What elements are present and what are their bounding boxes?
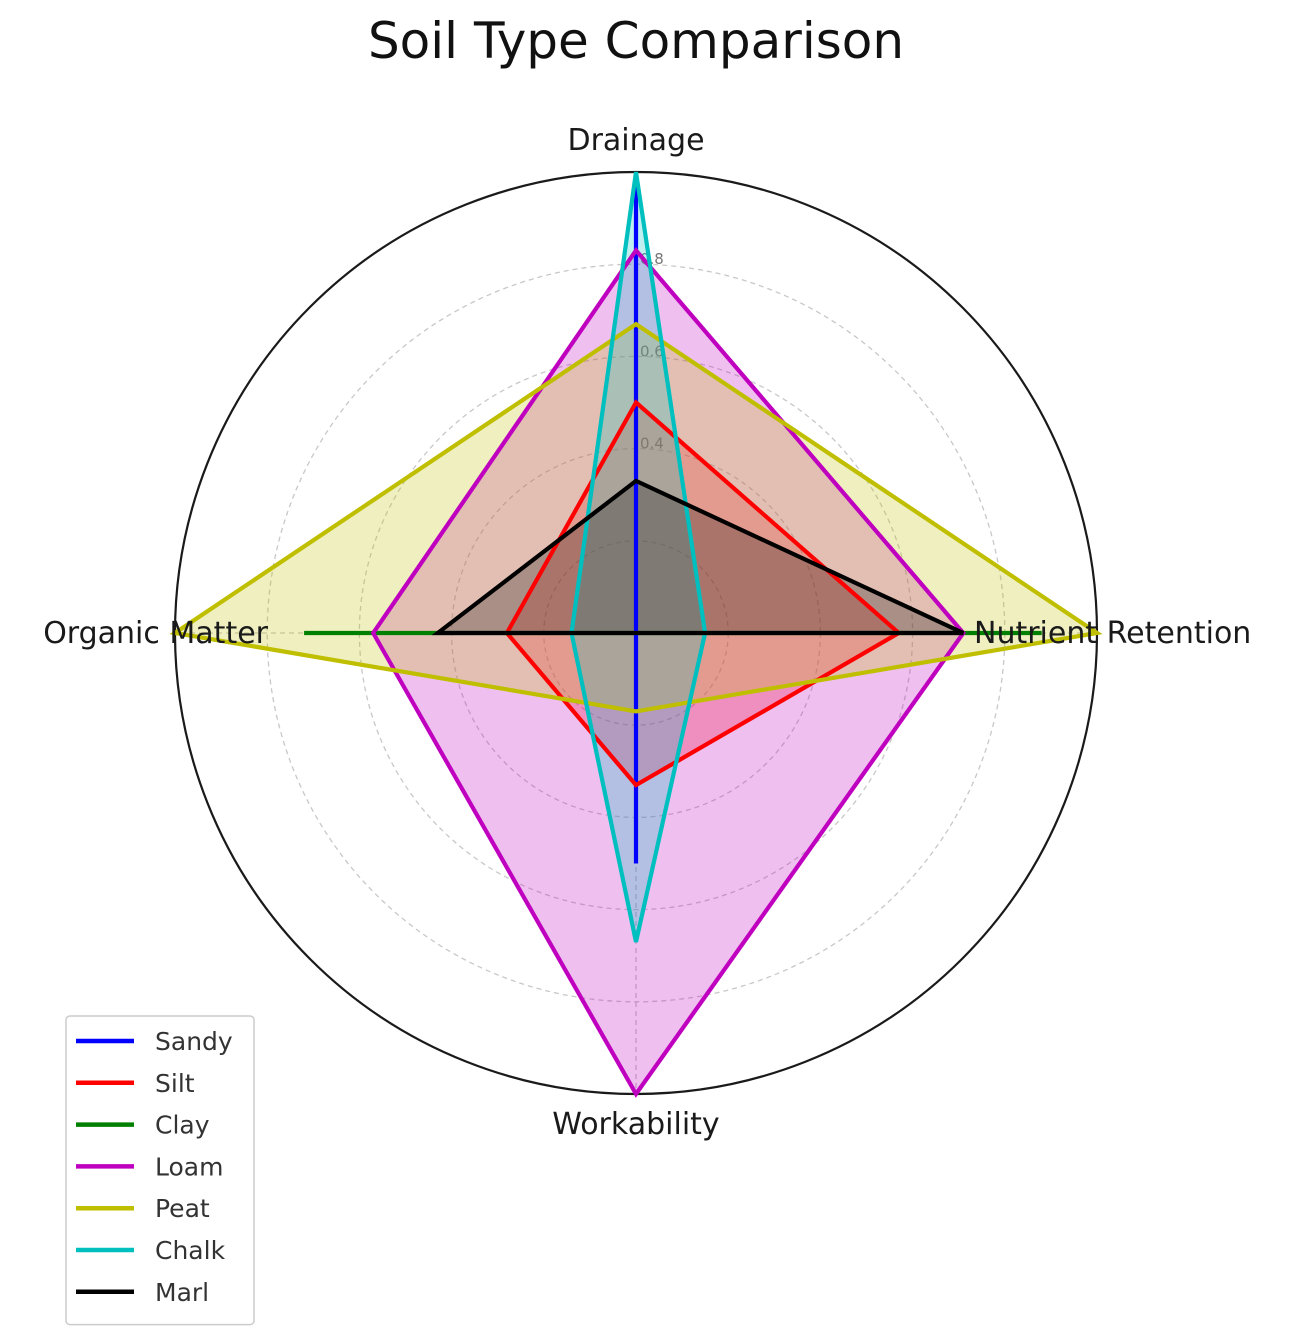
axis-label-organic-matter: Organic Matter [43, 616, 268, 651]
legend-label-silt: Silt [155, 1069, 195, 1098]
axis-label-drainage: Drainage [567, 123, 704, 158]
radar-labels: Drainage Nutrient Retention Workability Org… [43, 123, 1251, 1142]
rtick-label-1: 0.4 [640, 435, 664, 453]
legend-label-sandy: Sandy [155, 1027, 233, 1056]
legend-label-peat: Peat [155, 1194, 210, 1223]
radar-series [169, 171, 1103, 1098]
legend-box [65, 1015, 255, 1326]
legend-label-loam: Loam [155, 1152, 223, 1181]
legend: Sandy Silt Clay Loam Peat Chalk Marl [65, 1015, 255, 1326]
series-line-silt [504, 399, 903, 788]
series-line-marl [431, 478, 965, 636]
series-line-peat [169, 321, 1103, 714]
axis-label-workability: Workability [552, 1107, 719, 1142]
series-line-loam [370, 246, 966, 1098]
legend-label-clay: Clay [155, 1111, 210, 1140]
rtick-label-2: 0.6 [640, 342, 664, 360]
series-line-chalk [569, 171, 708, 943]
legend-label-chalk: Chalk [155, 1236, 226, 1265]
legend-label-marl: Marl [155, 1278, 209, 1307]
series-fill-marl [437, 480, 964, 633]
chart-title: Soil Type Comparison [367, 12, 905, 70]
axis-label-nutrient-retention: Nutrient Retention [974, 616, 1251, 651]
